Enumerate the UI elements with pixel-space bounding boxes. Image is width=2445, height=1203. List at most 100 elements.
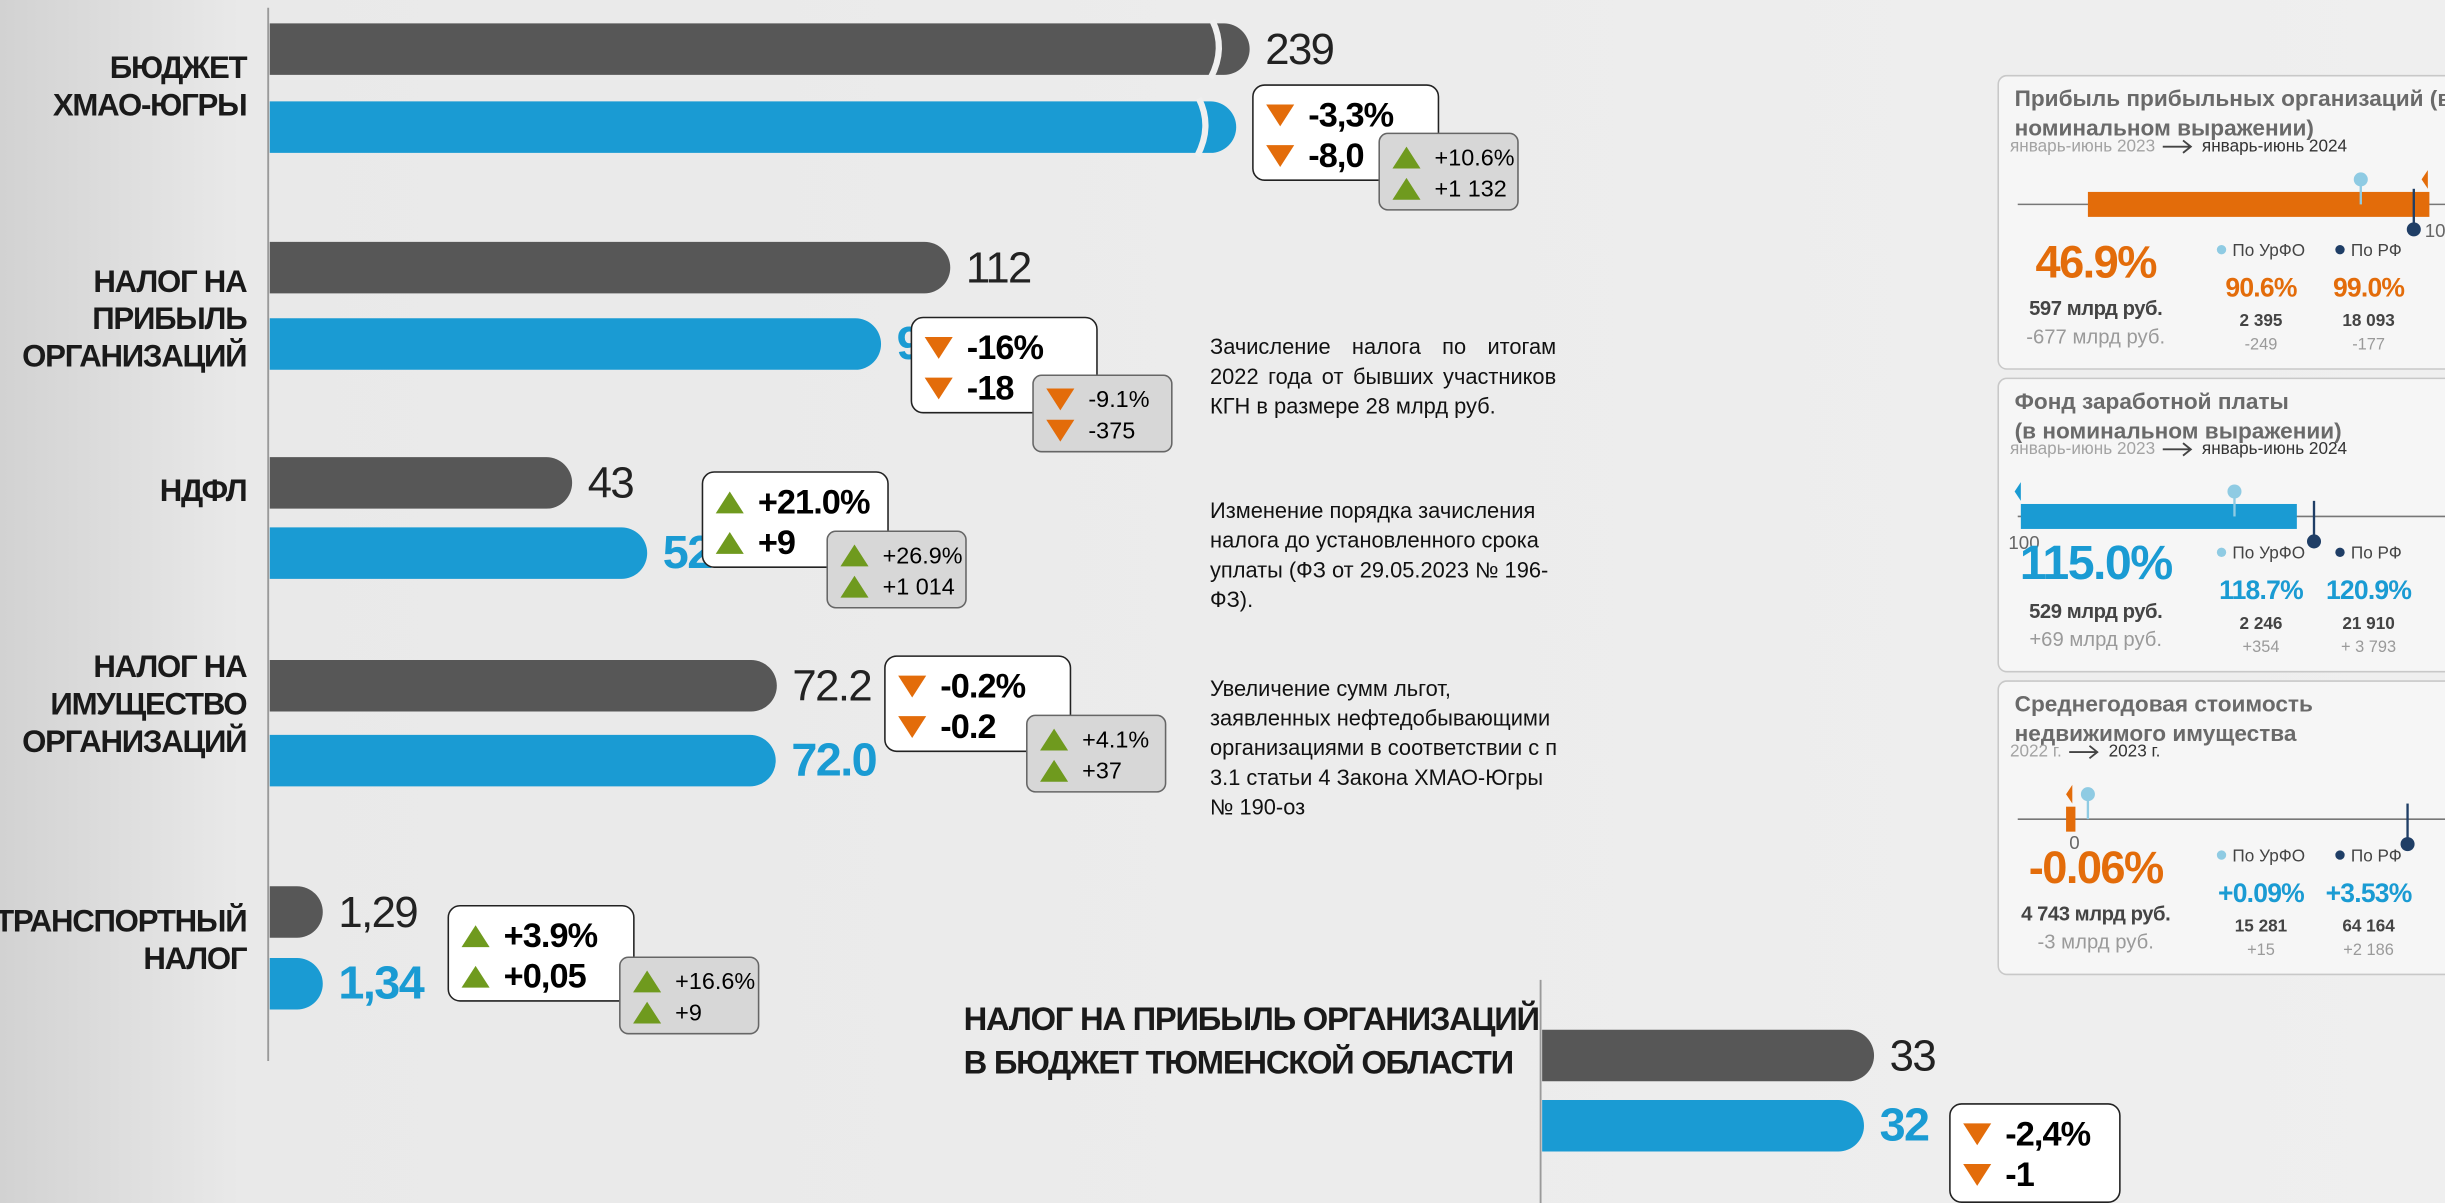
gauge-dot — [2227, 484, 2242, 499]
panel-period: январь-июнь 2023 январь-июнь 2024 — [2010, 440, 2347, 459]
prior-change-box: +10.6% +1 132 — [1378, 132, 1519, 211]
panel-period: 2022 г. 2023 г. — [2010, 743, 2161, 762]
value-label: 33 — [1889, 1030, 1937, 1079]
category-label: ТРАНСПОРТНЫЙ НАЛОГ — [0, 904, 248, 977]
gauge-bar — [2066, 806, 2076, 832]
panel-value: -0.06% — [2028, 844, 2164, 895]
change-row: -0.2 — [898, 707, 1057, 748]
column-value: +0.09% — [2217, 878, 2305, 909]
legend-dot — [2216, 244, 2227, 255]
change-text: +21.0% — [757, 482, 871, 522]
panel: Фонд заработной платы (в номинальном выр… — [1997, 377, 2445, 673]
change-text: +10.6% — [1434, 144, 1515, 171]
period-to: 2023 г. — [2108, 742, 2161, 762]
legend-dot — [2335, 547, 2345, 558]
column-amount: 21 910 — [2342, 614, 2395, 634]
arrow-down — [924, 337, 953, 359]
bar — [1542, 1100, 1864, 1152]
prior-change-box: +16.6% +9 — [619, 956, 760, 1035]
panel-amount: 529 млрд руб. — [2029, 599, 2163, 623]
change-row: +16.6% — [633, 966, 755, 997]
gauge-dot — [2306, 534, 2322, 549]
bar — [269, 23, 1250, 75]
column-name-text: По УрФО — [2232, 241, 2306, 261]
column-name-text: По РФ — [2350, 847, 2402, 866]
column-amount: 15 281 — [2234, 917, 2288, 937]
column-amount: 18 093 — [2342, 312, 2395, 331]
note: Увеличение сумм льгот, заявленных нефтед… — [1210, 675, 1558, 820]
column-value: 120.9% — [2325, 575, 2412, 606]
period-to: январь-июнь 2024 — [2201, 440, 2348, 459]
change-text: -0.2% — [940, 666, 1026, 706]
value-label: 32 — [1879, 1099, 1931, 1151]
value-label: 43 — [587, 457, 635, 507]
column-name-text: По УрФО — [2232, 544, 2306, 564]
arrow-down — [898, 675, 927, 698]
change-row: -8,0 — [1266, 136, 1425, 177]
arrow-up — [840, 575, 869, 598]
gauge — [2017, 784, 2445, 852]
gauge-dot — [2406, 222, 2421, 237]
period-from: январь-июнь 2023 — [2009, 440, 2156, 459]
change-text: -16% — [966, 327, 1044, 367]
value-label: 72.0 — [791, 734, 877, 786]
change-text: +1 014 — [882, 573, 955, 600]
column-amount-change: +2 186 — [2343, 940, 2394, 960]
gauge-reference: 100 — [2424, 220, 2445, 242]
change-text: -18 — [966, 368, 1015, 408]
legend-dot — [2335, 850, 2345, 860]
change-text: -0.2 — [940, 706, 996, 746]
bar-break — [1207, 18, 1222, 80]
change-row: -1 — [1963, 1155, 2106, 1196]
panel-amount-change: -3 млрд руб. — [2037, 929, 2154, 954]
column-name: По РФ — [2335, 544, 2402, 564]
column-value: +3.53% — [2325, 878, 2413, 909]
category-label: НАЛОГ НА ПРИБЫЛЬ ОРГАНИЗАЦИЙ В БЮДЖЕТ ТЮ… — [963, 1001, 1540, 1082]
column-value: 99.0% — [2332, 273, 2405, 303]
arrow-up — [461, 925, 490, 948]
bar — [1542, 1029, 1875, 1082]
change-row: -3,3% — [1266, 95, 1425, 136]
change-text: +0,05 — [503, 956, 587, 996]
arrow-down — [1963, 1163, 1992, 1186]
column-name: По УрФО — [2216, 241, 2306, 261]
change-text: +3.9% — [503, 915, 598, 955]
change-box: -2,4% -1 — [1949, 1103, 2121, 1203]
panel-value: 46.9% — [2035, 238, 2157, 289]
change-text: +16.6% — [675, 968, 756, 995]
category-label: НАЛОГ НА ИМУЩЕСТВО ОРГАНИЗАЦИЙ — [22, 650, 247, 760]
bar — [269, 318, 882, 370]
column-name-text: По РФ — [2350, 241, 2402, 261]
value-label: 112 — [965, 242, 1032, 291]
panel-period: январь-июнь 2023 январь-июнь 2024 — [2010, 137, 2347, 156]
gauge — [2014, 482, 2445, 549]
arrow-up — [840, 544, 869, 567]
arrow-up — [715, 491, 744, 514]
change-row: -16% — [924, 327, 1084, 369]
legend-dot — [2216, 850, 2227, 860]
arrow-up — [715, 532, 744, 554]
panel-amount: 597 млрд руб. — [2029, 296, 2163, 320]
column-amount-change: +354 — [2242, 638, 2280, 657]
bar — [269, 734, 776, 787]
period-to: январь-июнь 2024 — [2201, 137, 2348, 157]
period-from: 2022 г. — [2009, 742, 2062, 762]
bar — [269, 527, 648, 579]
change-text: +26.9% — [882, 542, 963, 569]
bar — [269, 886, 323, 938]
column-name-text: По РФ — [2350, 544, 2402, 564]
prior-change-box: +4.1% +37 — [1026, 714, 1167, 793]
panel: Прибыль прибыльных организаций (в номина… — [1997, 74, 2445, 370]
legend-dot — [2216, 547, 2227, 558]
column-value: 118.7% — [2219, 575, 2304, 606]
change-text: -8,0 — [1308, 135, 1364, 175]
change-row: -9.1% — [1046, 384, 1158, 415]
prior-change-box: -9.1% -375 — [1032, 374, 1173, 453]
arrow-down — [1266, 145, 1295, 167]
gauge-dot — [2080, 787, 2095, 802]
column-amount-change: + 3 793 — [2341, 638, 2397, 657]
change-row: -2,4% — [1963, 1114, 2106, 1155]
